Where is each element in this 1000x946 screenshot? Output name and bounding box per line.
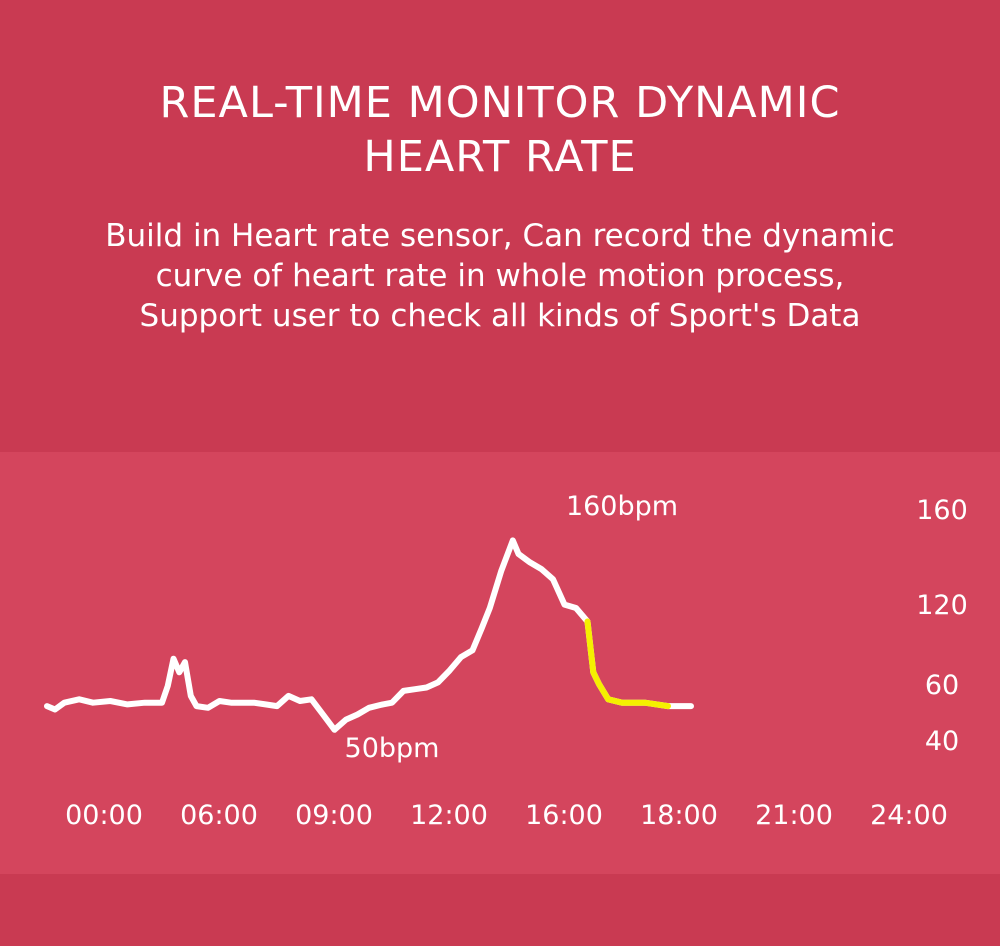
heart-rate-chart: 00:00 06:00 09:00 12:00 16:00 18:00 21:00 24:00…	[44, 491, 968, 831]
x-tick-label: 18:00	[640, 800, 718, 831]
subtitle-line-1: Build in Heart rate sensor, Can record t…	[105, 218, 895, 254]
y-tick-label: 160	[916, 495, 968, 526]
x-tick-label: 21:00	[755, 800, 833, 831]
y-tick-label: 120	[916, 590, 968, 621]
x-tick-label: 16:00	[525, 800, 603, 831]
x-tick-label: 06:00	[180, 800, 258, 831]
page-title: REAL-TIME MONITOR DYNAMIC HEART RATE	[0, 76, 1000, 184]
heart-rate-series-line	[44, 537, 694, 733]
page-subtitle: Build in Heart rate sensor, Can record t…	[0, 216, 1000, 336]
annotation-label: 160bpm	[566, 491, 678, 522]
x-tick-label: 12:00	[410, 800, 488, 831]
x-tick-label: 24:00	[870, 800, 948, 831]
title-line-1: REAL-TIME MONITOR DYNAMIC	[159, 78, 841, 128]
annotation-label: 50bpm	[345, 733, 440, 764]
x-tick-label: 09:00	[295, 800, 373, 831]
peak-highlight-segment	[584, 618, 671, 710]
y-tick-label: 40	[925, 726, 959, 757]
x-tick-label: 00:00	[65, 800, 143, 831]
title-line-2: HEART RATE	[363, 132, 637, 182]
subtitle-line-3: Support user to check all kinds of Sport…	[139, 298, 861, 334]
subtitle-line-2: curve of heart rate in whole motion proc…	[155, 258, 845, 294]
y-tick-label: 60	[925, 670, 959, 701]
chart-panel	[0, 452, 1000, 874]
